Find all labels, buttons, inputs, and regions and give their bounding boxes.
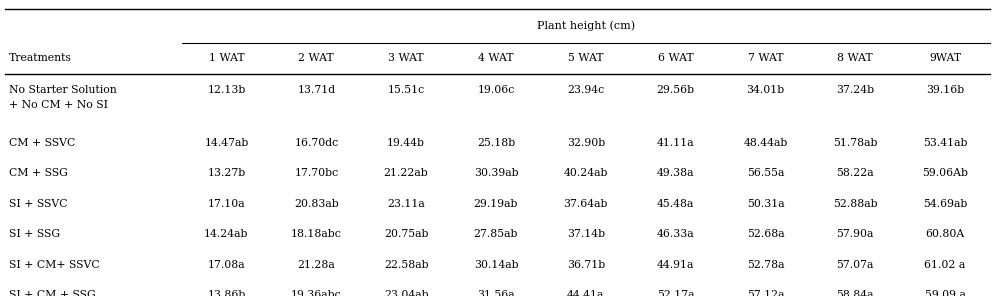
Text: 12.13b: 12.13b — [207, 85, 246, 95]
Text: 36.71b: 36.71b — [566, 260, 605, 270]
Text: 52.17a: 52.17a — [657, 290, 694, 296]
Text: 37.64ab: 37.64ab — [563, 199, 608, 209]
Text: 37.24b: 37.24b — [836, 85, 874, 95]
Text: 31.56a: 31.56a — [477, 290, 515, 296]
Text: 14.24ab: 14.24ab — [204, 229, 249, 239]
Text: SI + SSG: SI + SSG — [9, 229, 61, 239]
Text: 21.22ab: 21.22ab — [384, 168, 429, 178]
Text: 52.78a: 52.78a — [747, 260, 785, 270]
Text: 51.78ab: 51.78ab — [833, 138, 878, 148]
Text: 40.24ab: 40.24ab — [563, 168, 608, 178]
Text: 27.85ab: 27.85ab — [474, 229, 518, 239]
Text: 19.44b: 19.44b — [387, 138, 426, 148]
Text: 13.86b: 13.86b — [207, 290, 246, 296]
Text: 3 WAT: 3 WAT — [388, 54, 424, 63]
Text: 4 WAT: 4 WAT — [478, 54, 514, 63]
Text: 25.18b: 25.18b — [477, 138, 515, 148]
Text: 45.48a: 45.48a — [657, 199, 694, 209]
Text: 46.33a: 46.33a — [657, 229, 694, 239]
Text: 23.94c: 23.94c — [567, 85, 604, 95]
Text: 50.31a: 50.31a — [747, 199, 785, 209]
Text: 52.68a: 52.68a — [747, 229, 785, 239]
Text: CM + SSVC: CM + SSVC — [9, 138, 75, 148]
Text: 52.88ab: 52.88ab — [833, 199, 878, 209]
Text: 39.16b: 39.16b — [926, 85, 964, 95]
Text: 2 WAT: 2 WAT — [299, 54, 334, 63]
Text: 59.06Ab: 59.06Ab — [923, 168, 968, 178]
Text: 57.12a: 57.12a — [747, 290, 785, 296]
Text: 5 WAT: 5 WAT — [568, 54, 603, 63]
Text: 59.09 a: 59.09 a — [925, 290, 965, 296]
Text: No Starter Solution: No Starter Solution — [9, 85, 117, 95]
Text: 9WAT: 9WAT — [930, 54, 961, 63]
Text: 20.83ab: 20.83ab — [294, 199, 338, 209]
Text: 22.58ab: 22.58ab — [384, 260, 429, 270]
Text: Plant height (cm): Plant height (cm) — [537, 21, 635, 31]
Text: 13.27b: 13.27b — [207, 168, 246, 178]
Text: 56.55a: 56.55a — [747, 168, 784, 178]
Text: 13.71d: 13.71d — [298, 85, 335, 95]
Text: 17.08a: 17.08a — [207, 260, 245, 270]
Text: 44.91a: 44.91a — [657, 260, 694, 270]
Text: 57.90a: 57.90a — [836, 229, 874, 239]
Text: 58.22a: 58.22a — [836, 168, 874, 178]
Text: 23.11a: 23.11a — [387, 199, 425, 209]
Text: 20.75ab: 20.75ab — [384, 229, 429, 239]
Text: 19.06c: 19.06c — [477, 85, 515, 95]
Text: + No CM + No SI: + No CM + No SI — [9, 100, 108, 110]
Text: CM + SSG: CM + SSG — [9, 168, 67, 178]
Text: SI + CM + SSG: SI + CM + SSG — [9, 290, 95, 296]
Text: Treatments: Treatments — [9, 54, 71, 63]
Text: 53.41ab: 53.41ab — [923, 138, 967, 148]
Text: 49.38a: 49.38a — [657, 168, 694, 178]
Text: 15.51c: 15.51c — [388, 85, 425, 95]
Text: 18.18abc: 18.18abc — [291, 229, 341, 239]
Text: 29.56b: 29.56b — [657, 85, 694, 95]
Text: 54.69ab: 54.69ab — [923, 199, 967, 209]
Text: 34.01b: 34.01b — [746, 85, 785, 95]
Text: 19.36abc: 19.36abc — [291, 290, 341, 296]
Text: 30.14ab: 30.14ab — [473, 260, 518, 270]
Text: 48.44ab: 48.44ab — [743, 138, 788, 148]
Text: 41.11a: 41.11a — [657, 138, 694, 148]
Text: SI + CM+ SSVC: SI + CM+ SSVC — [9, 260, 99, 270]
Text: 32.90b: 32.90b — [566, 138, 605, 148]
Text: 21.28a: 21.28a — [298, 260, 335, 270]
Text: 44.41a: 44.41a — [567, 290, 604, 296]
Text: 57.07a: 57.07a — [836, 260, 874, 270]
Text: SI + SSVC: SI + SSVC — [9, 199, 67, 209]
Text: 14.47ab: 14.47ab — [204, 138, 249, 148]
Text: 6 WAT: 6 WAT — [658, 54, 693, 63]
Text: 17.10a: 17.10a — [207, 199, 245, 209]
Text: 61.02 a: 61.02 a — [925, 260, 966, 270]
Text: 37.14b: 37.14b — [566, 229, 605, 239]
Text: 8 WAT: 8 WAT — [837, 54, 873, 63]
Text: 60.80A: 60.80A — [926, 229, 965, 239]
Text: 30.39ab: 30.39ab — [473, 168, 518, 178]
Text: 17.70bc: 17.70bc — [295, 168, 338, 178]
Text: 29.19ab: 29.19ab — [474, 199, 518, 209]
Text: 58.84a: 58.84a — [836, 290, 874, 296]
Text: 16.70dc: 16.70dc — [295, 138, 338, 148]
Text: 7 WAT: 7 WAT — [748, 54, 784, 63]
Text: 1 WAT: 1 WAT — [208, 54, 244, 63]
Text: 23.04ab: 23.04ab — [384, 290, 429, 296]
